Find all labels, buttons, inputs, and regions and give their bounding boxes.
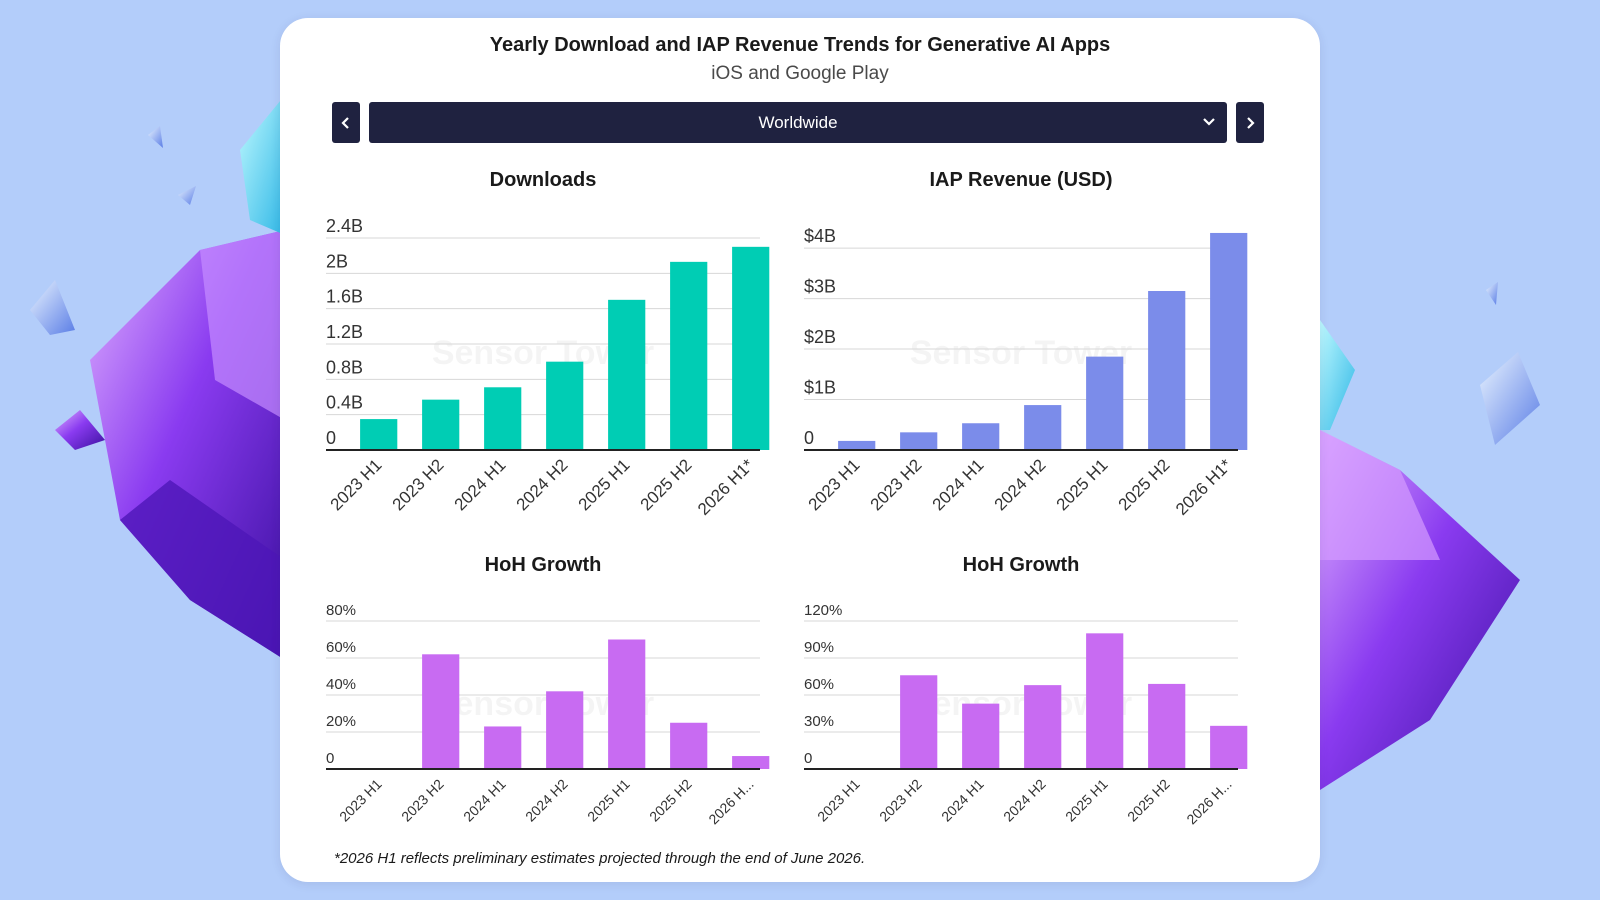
y-tick-label: 1.6B (326, 287, 363, 307)
chevron-down-icon (1203, 118, 1215, 126)
y-tick-label: 0.4B (326, 393, 363, 413)
bar (1148, 291, 1186, 450)
y-tick-label: $3B (804, 277, 836, 297)
bar (546, 361, 584, 450)
x-tick-label: 2023 H2 (389, 455, 448, 514)
bar (422, 399, 460, 450)
y-tick-label: 60% (326, 639, 356, 656)
bar (484, 387, 522, 450)
x-tick-label: 2026 H1* (694, 455, 758, 519)
y-tick-label: 20% (326, 713, 356, 730)
y-tick-label: 1.2B (326, 322, 363, 342)
y-tick-label: $1B (804, 378, 836, 398)
x-tick-label: 2023 H2 (398, 776, 447, 825)
bar (732, 756, 770, 769)
x-tick-label: 2024 H2 (991, 455, 1050, 514)
x-tick-label: 2023 H2 (867, 455, 926, 514)
chart-title: IAP Revenue (USD) (929, 169, 1112, 191)
bar (670, 722, 708, 769)
y-tick-label: 90% (804, 639, 834, 656)
downloads-chart: DownloadsSensor Tower00.4B0.8B1.2B1.6B2B… (326, 169, 770, 519)
next-region-button[interactable] (1236, 102, 1264, 143)
x-tick-label: 2024 H1 (938, 776, 987, 825)
y-tick-label: 0 (804, 428, 814, 448)
y-tick-label: 120% (804, 602, 842, 619)
x-tick-label: 2024 H1 (460, 776, 509, 825)
y-tick-label: 30% (804, 713, 834, 730)
bar (1086, 633, 1124, 769)
x-tick-label: 2026 H... (1183, 776, 1234, 827)
bar (484, 726, 522, 769)
bar (1024, 685, 1062, 769)
x-tick-label: 2025 H2 (637, 455, 696, 514)
bar (962, 703, 1000, 769)
x-tick-label: 2025 H2 (1124, 776, 1173, 825)
x-tick-label: 2024 H2 (522, 776, 571, 825)
bar (732, 246, 770, 450)
y-tick-label: 2.4B (326, 216, 363, 236)
chart-title: Downloads (490, 169, 597, 191)
x-tick-label: 2023 H1 (814, 776, 863, 825)
bar (962, 423, 1000, 450)
x-tick-label: 2025 H1 (1062, 776, 1111, 825)
x-tick-label: 2025 H1 (584, 776, 633, 825)
x-tick-label: 2024 H1 (451, 455, 510, 514)
bar (670, 261, 708, 450)
y-tick-label: 40% (326, 676, 356, 693)
bar (360, 419, 398, 450)
region-select[interactable]: Worldwide (369, 102, 1227, 143)
y-tick-label: $4B (804, 226, 836, 246)
revenue-growth-chart: HoH GrowthSensor Tower030%60%90%120%2023… (804, 554, 1248, 827)
bar (1024, 405, 1062, 450)
footnote: *2026 H1 reflects preliminary estimates … (334, 850, 866, 867)
page-title: Yearly Download and IAP Revenue Trends f… (489, 34, 1111, 56)
chevron-left-icon (341, 116, 349, 129)
x-tick-label: 2023 H1 (805, 455, 864, 514)
bar (900, 432, 938, 450)
x-tick-label: 2023 H1 (327, 455, 386, 514)
bar (422, 654, 460, 769)
bar (1210, 725, 1248, 769)
bar (1086, 356, 1124, 450)
bar (838, 440, 876, 450)
x-tick-label: 2026 H1* (1172, 455, 1236, 519)
bar (608, 299, 646, 450)
bar (546, 691, 584, 769)
bar (1148, 683, 1186, 769)
x-tick-label: 2025 H1 (1053, 455, 1112, 514)
y-tick-label: 80% (326, 602, 356, 619)
x-tick-label: 2024 H1 (929, 455, 988, 514)
region-select-value: Worldwide (758, 113, 838, 132)
bar (900, 675, 938, 769)
y-tick-label: 0 (326, 428, 336, 448)
previous-region-button[interactable] (332, 102, 360, 143)
x-tick-label: 2023 H2 (876, 776, 925, 825)
x-tick-label: 2024 H2 (1000, 776, 1049, 825)
x-tick-label: 2025 H2 (646, 776, 695, 825)
downloads-growth-chart: HoH GrowthSensor Tower020%40%60%80%2023 … (326, 554, 770, 827)
chart-card: Yearly Download and IAP Revenue Trends f… (280, 18, 1320, 882)
chart-title: HoH Growth (485, 554, 602, 576)
x-tick-label: 2023 H1 (336, 776, 385, 825)
bar (608, 639, 646, 769)
page-subtitle: iOS and Google Play (711, 63, 889, 84)
chevron-right-icon (1247, 116, 1255, 129)
chart-title: HoH Growth (963, 554, 1080, 576)
x-tick-label: 2025 H1 (575, 455, 634, 514)
y-tick-label: 2B (326, 251, 348, 271)
iap-revenue-chart: IAP Revenue (USD)Sensor Tower0$1B$2B$3B$… (804, 169, 1248, 519)
bar (1210, 232, 1248, 450)
x-tick-label: 2025 H2 (1115, 455, 1174, 514)
y-tick-label: 0.8B (326, 357, 363, 377)
y-tick-label: 0 (326, 750, 334, 767)
y-tick-label: 0 (804, 750, 812, 767)
y-tick-label: $2B (804, 327, 836, 347)
x-tick-label: 2026 H... (705, 776, 756, 827)
y-tick-label: 60% (804, 676, 834, 693)
x-tick-label: 2024 H2 (513, 455, 572, 514)
